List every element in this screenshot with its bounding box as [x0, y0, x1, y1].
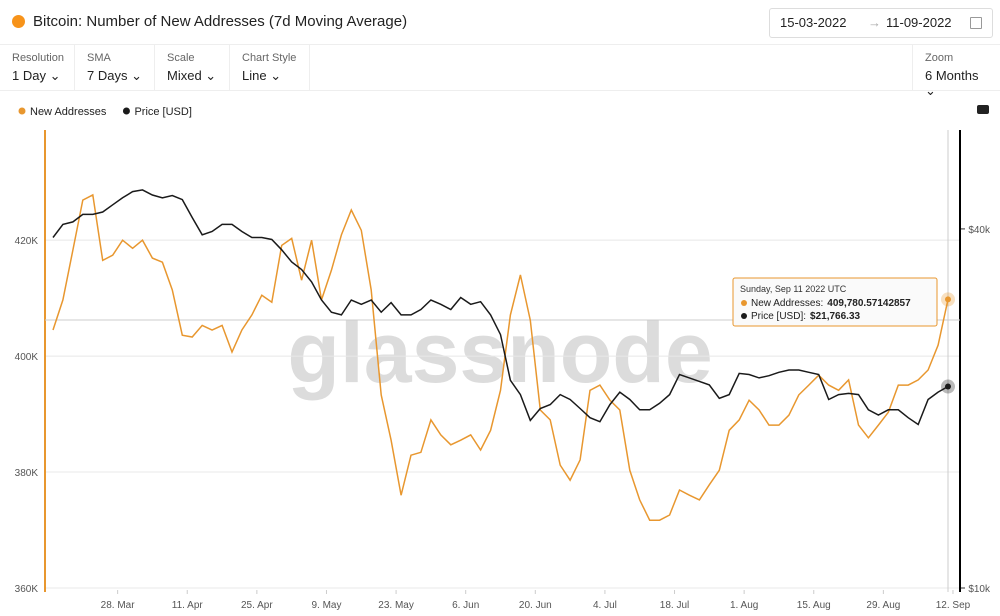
legend-marker: [122, 107, 130, 115]
divider: [0, 90, 1000, 91]
control-label: Scale: [167, 52, 195, 64]
x-tick-label: 20. Jun: [519, 600, 552, 611]
x-tick-label: 12. Sep: [936, 600, 971, 611]
x-tick-label: 1. Aug: [730, 600, 758, 611]
y-tick-label: 380K: [15, 468, 39, 479]
x-tick-label: 29. Aug: [866, 600, 900, 611]
hover-point: [945, 296, 951, 303]
x-tick-label: 6. Jun: [452, 600, 479, 611]
control[interactable]: SMA 7 Days ⌄: [75, 45, 155, 90]
tooltip-label: New Addresses:: [751, 298, 823, 309]
x-tick-label: 25. Apr: [241, 600, 273, 611]
x-tick-label: 9. May: [311, 600, 341, 611]
tooltip-box: [732, 277, 938, 327]
y2-tick-label: $40k: [968, 225, 991, 236]
y-tick-label: 360K: [15, 584, 39, 595]
x-tick-label: 18. Jul: [660, 600, 689, 611]
zoom-label: Zoom: [925, 52, 954, 64]
tooltip-value: 409,780.57142857: [827, 298, 911, 309]
control-value: 1 Day ⌄: [12, 68, 61, 83]
watermark: glassnode: [287, 305, 712, 401]
control-text: 1 Day: [12, 68, 46, 83]
x-tick-label: 23. May: [378, 600, 414, 611]
camera-icon[interactable]: [977, 105, 989, 114]
control-label: SMA: [87, 52, 111, 64]
legend-marker: [18, 107, 26, 115]
tooltip-marker: [741, 313, 747, 319]
calendar-icon: [970, 17, 982, 29]
control[interactable]: Chart Style Line ⌄: [230, 45, 310, 90]
control-value: Line ⌄: [242, 68, 282, 83]
legend-label: New Addresses: [30, 106, 107, 118]
control-value: Mixed ⌄: [167, 68, 217, 83]
control-text: 7 Days: [87, 68, 128, 83]
title: Bitcoin: Number of New Addresses (7d Mov…: [33, 13, 408, 30]
x-tick-label: 11. Apr: [172, 600, 204, 611]
control-label: Resolution: [12, 52, 64, 64]
control[interactable]: Scale Mixed ⌄: [155, 45, 230, 90]
date-from: 15-03-2022: [780, 15, 847, 30]
date-picker[interactable]: 15-03-2022 → 11-09-2022: [769, 8, 993, 38]
control[interactable]: Resolution 1 Day ⌄: [0, 45, 75, 90]
tooltip-marker: [741, 300, 747, 306]
y-tick-label: 400K: [15, 352, 39, 363]
arrow: →: [868, 15, 881, 30]
x-tick-label: 28. Mar: [101, 600, 136, 611]
x-tick-label: 4. Jul: [593, 600, 617, 611]
tooltip-value: $21,766.33: [810, 311, 860, 322]
btc-icon: [12, 15, 25, 28]
hover-point: [945, 383, 951, 390]
header: Bitcoin: Number of New Addresses (7d Mov…: [0, 0, 1000, 45]
series-line: [52, 193, 949, 521]
control-label: Chart Style: [242, 52, 297, 64]
legend-label: Price [USD]: [134, 106, 191, 118]
series-line: [52, 189, 949, 426]
tooltip-label: Price [USD]:: [751, 311, 806, 322]
zoom-text: 6 Months: [925, 68, 979, 83]
tooltip-title: Sunday, Sep 11 2022 UTC: [740, 284, 847, 294]
x-tick-label: 15. Aug: [797, 600, 831, 611]
control-text: Line: [242, 68, 267, 83]
control-text: Mixed: [167, 68, 202, 83]
y-tick-label: 420K: [15, 236, 39, 247]
y2-tick-label: $10k: [968, 584, 991, 595]
date-to: 11-09-2022: [886, 15, 952, 30]
control-value: 7 Days ⌄: [87, 68, 142, 83]
